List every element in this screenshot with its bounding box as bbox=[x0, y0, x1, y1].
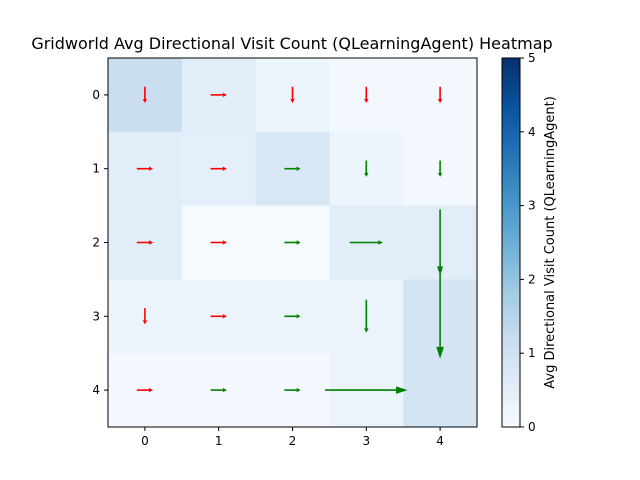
direction-arrow bbox=[364, 160, 369, 177]
direction-arrow bbox=[290, 86, 295, 104]
direction-arrow bbox=[284, 387, 301, 393]
y-tick-label: 2 bbox=[92, 236, 100, 250]
direction-arrow bbox=[324, 386, 408, 394]
colorbar-tick-label: 0 bbox=[528, 420, 536, 434]
heatmap-cell bbox=[403, 353, 478, 428]
direction-arrow bbox=[210, 92, 227, 98]
direction-arrow bbox=[210, 387, 227, 393]
x-tick-label: 1 bbox=[215, 434, 223, 448]
direction-arrow bbox=[284, 240, 301, 245]
x-axis: 0 1 2 3 4 bbox=[141, 427, 444, 448]
direction-arrow bbox=[437, 160, 443, 177]
direction-arrow bbox=[210, 314, 227, 319]
heatmap-cells bbox=[108, 58, 478, 428]
colorbar-tick-label: 5 bbox=[528, 51, 536, 65]
direction-arrow bbox=[136, 387, 154, 393]
chart-title: Gridworld Avg Directional Visit Count (Q… bbox=[31, 34, 552, 53]
x-tick-label: 3 bbox=[362, 434, 370, 448]
direction-arrow bbox=[284, 314, 301, 319]
colorbar-tick-label: 1 bbox=[528, 346, 536, 360]
direction-arrows bbox=[136, 86, 444, 394]
y-tick-label: 1 bbox=[92, 162, 100, 176]
x-tick-label: 0 bbox=[141, 434, 149, 448]
colorbar-ticks: 0 1 2 3 4 5 bbox=[520, 51, 536, 434]
direction-arrow bbox=[136, 240, 154, 245]
direction-arrow bbox=[142, 308, 148, 325]
direction-arrow bbox=[437, 209, 444, 276]
direction-arrow bbox=[437, 86, 443, 104]
direction-arrow bbox=[142, 86, 148, 104]
colorbar bbox=[501, 57, 521, 428]
direction-arrow bbox=[364, 86, 369, 104]
x-tick-label: 2 bbox=[289, 434, 297, 448]
colorbar-label: Avg Directional Visit Count (QLearningAg… bbox=[543, 96, 558, 389]
colorbar-tick-label: 3 bbox=[528, 199, 536, 213]
direction-arrow bbox=[436, 273, 444, 359]
direction-arrow bbox=[210, 240, 227, 245]
direction-arrow bbox=[136, 166, 154, 171]
direction-arrow bbox=[284, 166, 301, 171]
direction-arrow bbox=[210, 166, 227, 171]
x-tick-label: 4 bbox=[436, 434, 444, 448]
y-axis: 0 1 2 3 4 bbox=[92, 88, 108, 397]
direction-arrow bbox=[364, 299, 369, 333]
y-tick-label: 0 bbox=[92, 88, 100, 102]
direction-arrow bbox=[349, 240, 383, 245]
colorbar-tick-label: 2 bbox=[528, 272, 536, 286]
y-tick-label: 3 bbox=[92, 309, 100, 323]
colorbar-tick-label: 4 bbox=[528, 125, 536, 139]
y-tick-label: 4 bbox=[92, 383, 100, 397]
